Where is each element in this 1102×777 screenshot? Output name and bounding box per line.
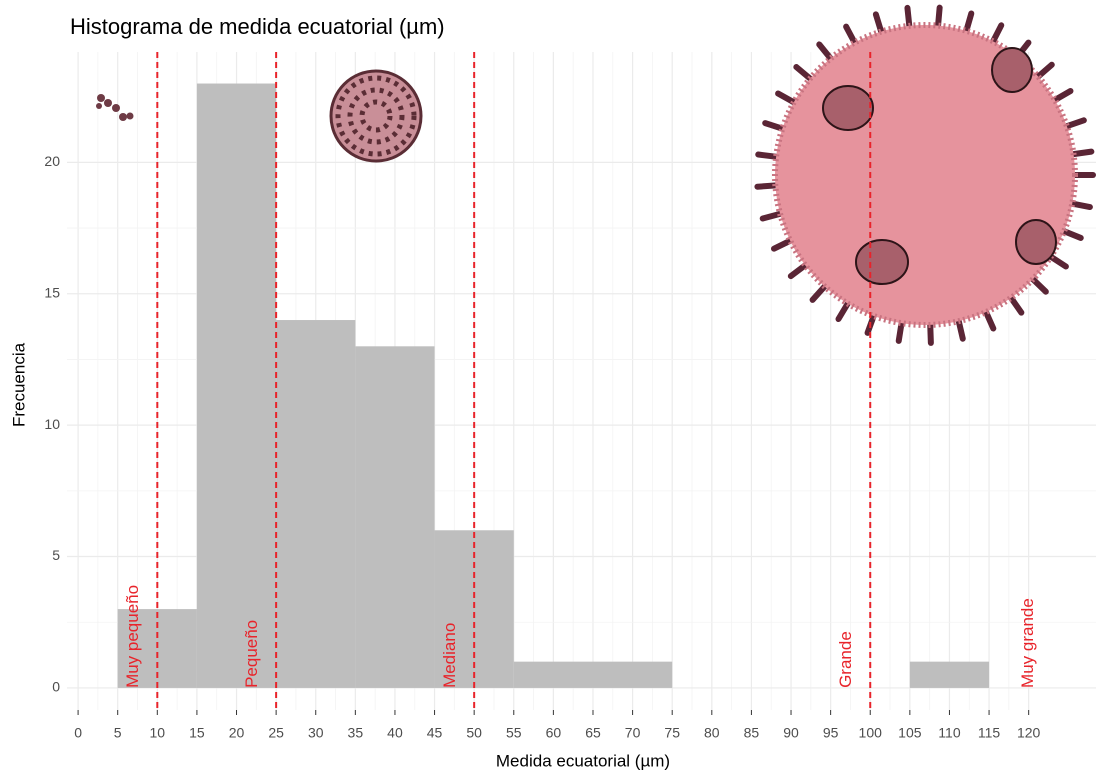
x-tick-label: 10 [150,725,166,741]
x-tick-label: 70 [625,725,641,741]
y-axis-label: Frecuencia [9,342,28,427]
x-tick-label: 30 [308,725,324,741]
y-tick-label: 20 [44,153,60,169]
x-tick-label: 120 [1017,725,1041,741]
bar [196,83,277,688]
threshold-label: Muy grande [1018,598,1037,688]
y-tick-label: 5 [52,547,60,563]
x-tick-label: 35 [348,725,364,741]
tiny-pollen [96,94,134,121]
x-tick-label: 75 [664,725,680,741]
bar [513,661,593,688]
foreground: 0 5 10 15 20 25 30 35 40 45 50 55 60 65 70 75 80 85 90 95 10… [44,52,1041,741]
bar [276,320,356,688]
threshold-label: Mediano [440,623,459,688]
x-tick-label: 100 [859,725,883,741]
threshold-label: Grande [836,631,855,688]
x-tick-label: 60 [546,725,562,741]
x-tick-label: 115 [978,725,1001,741]
x-tick-label: 25 [268,725,284,741]
large-pollen [754,4,1096,346]
x-tick-label: 95 [823,725,839,741]
x-tick-label: 5 [114,725,122,741]
y-tick-label: 10 [44,416,60,432]
x-tick-label: 20 [229,725,245,741]
x-axis-label: Medida ecuatorial (µm) [496,751,670,770]
x-tick-label: 90 [783,725,799,741]
threshold-label: Pequeño [242,620,261,688]
x-tick-label: 45 [427,725,443,741]
x-tick-label: 0 [74,725,82,741]
x-tick-label: 80 [704,725,720,741]
x-tick-label: 40 [387,725,403,741]
threshold-label: Muy pequeño [123,585,142,688]
pollen-images [96,4,1096,346]
chart-title: Histograma de medida ecuatorial (µm) [70,14,445,39]
bars [117,83,990,688]
bar [592,661,673,688]
y-tick-label: 15 [44,284,60,300]
x-tick-label: 55 [506,725,522,741]
bar [355,346,435,688]
x-tick-label: 85 [744,725,760,741]
x-tick-label: 50 [466,725,482,741]
x-tick-label: 15 [189,725,205,741]
x-tick-label: 65 [585,725,601,741]
small-pollen [329,69,423,163]
x-tick-label: 105 [898,725,922,741]
y-tick-label: 0 [52,679,60,695]
x-tick-label: 110 [938,725,961,741]
bar [909,661,990,688]
